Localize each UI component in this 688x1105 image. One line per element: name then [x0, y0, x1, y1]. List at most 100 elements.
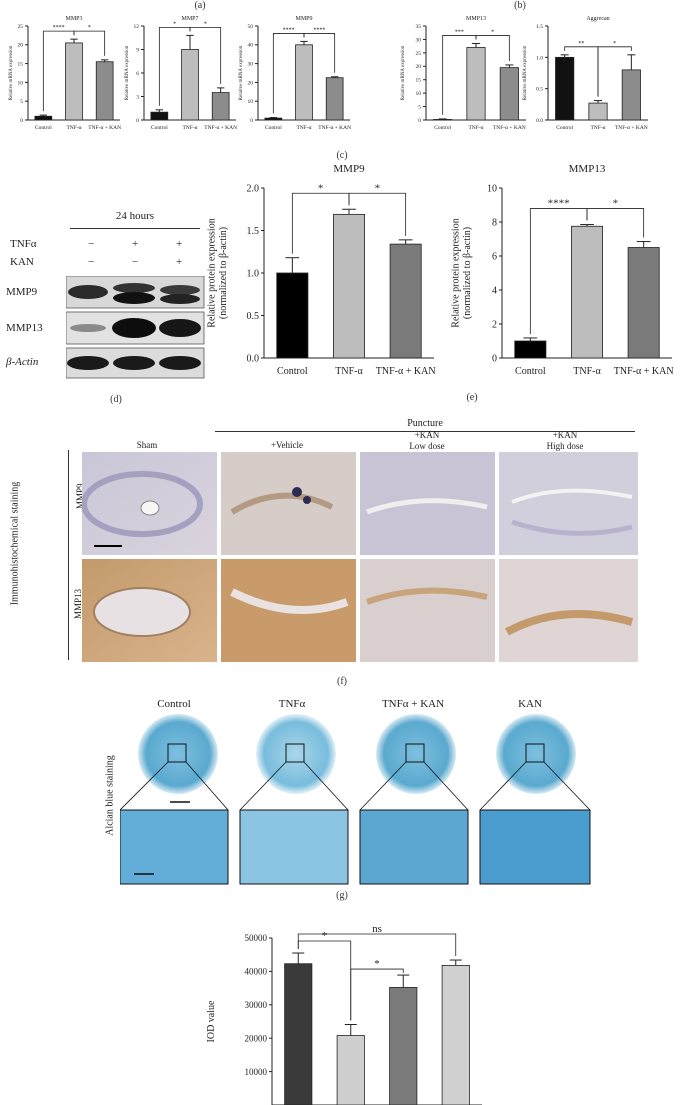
y-tick-label: 6	[492, 252, 497, 263]
significance-bracket	[597, 46, 632, 97]
bar	[333, 213, 365, 359]
y-tick-label: 40	[248, 43, 254, 49]
y-tick-label: 12	[134, 24, 140, 30]
bar	[181, 49, 199, 121]
x-tick-label: Control	[556, 125, 573, 131]
significance-label: *	[491, 29, 494, 35]
band-label-mmp9: MMP9	[6, 286, 38, 298]
y-tick-label: 25	[416, 51, 422, 57]
y-tick-label: 0	[20, 118, 23, 124]
y-axis-label: Relative mRNA expression	[125, 45, 130, 100]
x-tick-label: TNF-α + KAN	[376, 366, 436, 377]
bar	[211, 92, 230, 121]
x-tick-label: TNF-α	[335, 366, 363, 377]
x-tick-label: TNF-α	[66, 125, 81, 131]
bar	[150, 111, 169, 121]
significance-label: *	[613, 198, 619, 210]
western-timepoint: 24 hours	[115, 210, 155, 222]
y-axis-label: Relative mRNA expression	[239, 45, 244, 100]
mmp7-mrna-chart: MMP7 Relative mRNA expression 0 3 6 9 12 Contro…	[125, 16, 237, 131]
y-tick-label: 6	[136, 71, 139, 77]
panel-label-g: (g)	[336, 890, 348, 901]
y-tick-label: 10000	[245, 1067, 268, 1077]
row-label-tnfa: TNFα	[10, 238, 37, 250]
significance-label: ****	[53, 25, 65, 31]
y-tick-label: 0.5	[247, 311, 260, 322]
significance-label: *	[374, 958, 380, 970]
chart-title: MMP7	[181, 16, 198, 22]
panel-label-b: (b)	[514, 0, 526, 11]
y-tick-label: 10	[487, 184, 497, 195]
panel-label-d: (d)	[110, 394, 122, 405]
mmp13-mrna-chart: MMP13 Relative mRNA expression 0 5 10 15 20 25 3…	[401, 16, 526, 131]
ihc-panel: Puncture Sham +Vehicle +KAN Low dose +KA…	[0, 408, 688, 668]
y-tick-label: 0.0	[247, 354, 260, 365]
ihc-col-vehicle: +Vehicle	[270, 440, 304, 450]
x-tick-label: TNF-α + KAN	[88, 125, 121, 131]
ihc-col-high: +KAN High dose	[546, 430, 584, 451]
significance-label: *	[88, 25, 91, 31]
chart-title: MMP9	[295, 16, 312, 22]
y-tick-label: 20	[416, 64, 422, 70]
significance-label: ****	[283, 27, 295, 33]
significance-bracket	[586, 208, 645, 238]
band-label-mmp13: MMP13	[6, 322, 43, 334]
y-axis-label: Relative mRNA expression	[523, 45, 528, 100]
bar	[441, 964, 470, 1105]
bar	[295, 44, 313, 121]
ihc-col-low: +KAN Low dose	[409, 430, 445, 451]
panel-label-a: (a)	[194, 0, 206, 11]
bar	[95, 61, 114, 121]
significance-bracket	[189, 27, 222, 84]
sign: +	[176, 256, 183, 268]
bar	[571, 225, 603, 359]
y-tick-label: 35	[416, 24, 422, 30]
ihc-bracket	[68, 450, 69, 660]
x-tick-label: TNF-α	[590, 125, 605, 131]
significance-label: *	[204, 21, 207, 27]
y-tick-label: 3	[136, 94, 139, 100]
chart-title: MMP13	[569, 163, 606, 175]
y-tick-label: 9	[136, 47, 139, 53]
y-tick-label: 0	[492, 354, 497, 365]
bar	[588, 102, 608, 121]
x-tick-label: TNF-α	[468, 125, 483, 131]
bar	[284, 963, 313, 1105]
sign: +	[132, 238, 139, 250]
significance-label: *	[375, 182, 381, 194]
bar	[433, 119, 453, 121]
y-tick-label: 15	[18, 62, 24, 68]
alcian-col-control: Control	[157, 698, 191, 710]
y-tick-label: 10	[416, 91, 422, 97]
significance-label: ****	[548, 198, 570, 210]
chart-title: MMP3	[65, 16, 82, 22]
y-tick-label: 1.0	[536, 55, 543, 61]
chart-title: MMP9	[333, 163, 365, 175]
timepoint-line	[70, 228, 200, 229]
x-tick-label: Control	[434, 125, 451, 131]
bar	[466, 47, 486, 121]
panel-label-f: (f)	[337, 676, 347, 687]
sign: −	[88, 238, 95, 250]
y-tick-label: 0.0	[536, 118, 543, 124]
y-tick-label: 20000	[245, 1033, 268, 1043]
alcian-image-grid	[120, 714, 591, 885]
y-tick-label: 10	[248, 99, 254, 105]
y-tick-label: 30	[248, 62, 254, 68]
x-tick-label: Control	[151, 125, 168, 131]
x-tick-label: TNF-α + KAN	[615, 125, 648, 131]
significance-label: *	[173, 21, 176, 27]
x-tick-label: Control	[265, 125, 282, 131]
x-tick-label: TNF-α	[573, 366, 601, 377]
y-axis-label: Relative mRNA expression	[9, 45, 14, 100]
y-tick-label: 30000	[245, 1000, 268, 1010]
western-blot-panel: 24 hours TNFα KAN − + + − − + MMP9 MMP13…	[0, 210, 210, 390]
panel-label-c: (c)	[336, 150, 348, 161]
y-tick-label: 50000	[245, 933, 268, 943]
y-tick-label: 5	[418, 104, 421, 110]
bar	[389, 987, 418, 1105]
y-tick-label: 15	[416, 78, 422, 84]
significance-label: *	[318, 182, 324, 194]
ihc-side-label: Immunohistochemical staining	[9, 481, 21, 606]
mmp3-mrna-chart: MMP3 Relative mRNA expression 0 5 10 15 20 25 Co…	[9, 16, 121, 131]
